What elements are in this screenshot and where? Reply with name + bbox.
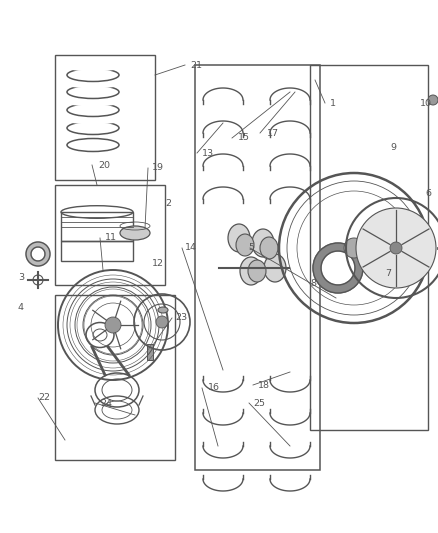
Bar [61,212,133,241]
Bar [55,295,175,460]
Text: 23: 23 [175,313,187,322]
Text: 3: 3 [18,273,24,282]
Text: 21: 21 [190,61,202,69]
Bar [195,65,320,470]
Text: 14: 14 [185,244,197,253]
Text: 18: 18 [258,381,270,390]
Bar [55,55,155,180]
Text: 25: 25 [253,399,265,408]
Bar [147,344,153,360]
Circle shape [105,317,121,333]
Circle shape [390,242,402,254]
Text: 15: 15 [238,133,250,142]
Ellipse shape [67,66,119,71]
Ellipse shape [260,237,278,259]
Circle shape [428,95,438,105]
Bar [61,241,133,261]
Text: 5: 5 [248,244,254,253]
Ellipse shape [228,224,250,252]
Ellipse shape [240,257,262,285]
Text: 7: 7 [385,269,391,278]
Ellipse shape [67,83,119,88]
Ellipse shape [264,254,286,282]
Text: 24: 24 [100,399,112,408]
Circle shape [156,316,168,328]
Text: 10: 10 [420,99,432,108]
Text: 16: 16 [208,384,220,392]
Text: 9: 9 [390,143,396,152]
Text: 2: 2 [165,198,171,207]
Text: 4: 4 [18,303,24,312]
Bar [310,65,428,430]
Circle shape [356,208,436,288]
Ellipse shape [67,101,119,106]
Text: 13: 13 [202,149,214,157]
Circle shape [344,238,364,258]
Text: 8: 8 [310,279,316,287]
Text: 17: 17 [267,128,279,138]
Ellipse shape [236,234,254,256]
Text: 22: 22 [38,393,50,402]
Text: 19: 19 [152,164,164,173]
Text: 6: 6 [425,189,431,198]
Ellipse shape [120,226,150,240]
Ellipse shape [158,307,168,313]
Bar [55,185,165,285]
Ellipse shape [252,229,274,257]
Text: 12: 12 [152,259,164,268]
Text: 11: 11 [105,233,117,243]
Text: 20: 20 [98,160,110,169]
Ellipse shape [248,260,266,282]
Text: 1: 1 [330,99,336,108]
Ellipse shape [67,119,119,124]
